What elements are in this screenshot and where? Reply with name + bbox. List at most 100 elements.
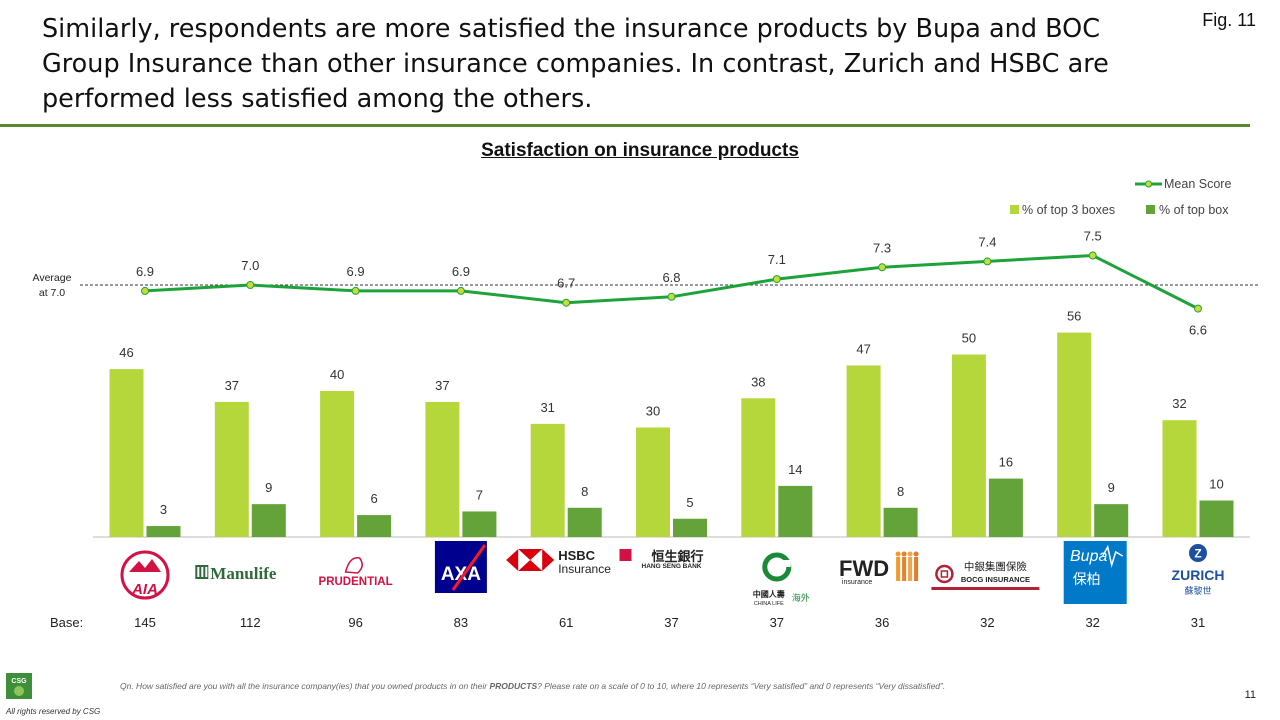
label-top3-4: 31 <box>540 400 554 415</box>
bar-top1-1 <box>251 504 286 537</box>
zurich-z-mark: Z <box>1194 547 1201 561</box>
hsbc-logo-name: HSBC <box>558 548 595 563</box>
label-top3-1: 37 <box>225 378 239 393</box>
label-top1-6: 14 <box>788 462 802 477</box>
slide-headline: Similarly, respondents are more satisfie… <box>42 14 1109 114</box>
mean-label-8: 7.4 <box>978 234 996 249</box>
label-top1-7: 8 <box>897 484 904 499</box>
hsbc-logo-sub: Insurance <box>558 562 611 576</box>
bar-top1-8 <box>988 478 1023 537</box>
mean-label-7: 7.3 <box>873 240 891 255</box>
bar-top3-3 <box>425 401 460 537</box>
title-divider <box>0 124 1250 127</box>
label-top1-4: 8 <box>581 484 588 499</box>
label-top1-10: 10 <box>1209 477 1223 492</box>
label-top3-6: 38 <box>751 374 765 389</box>
mean-point-8 <box>983 257 992 266</box>
base-value-5: 37 <box>664 615 678 630</box>
chart-title: Satisfaction on insurance products <box>481 140 799 161</box>
legend-top3-swatch <box>1010 205 1019 214</box>
bar-top1-5 <box>673 518 707 537</box>
mean-label-2: 6.9 <box>347 264 365 279</box>
label-top3-3: 37 <box>435 378 449 393</box>
china-life-tag: 海外 <box>792 592 810 604</box>
bar-top3-1 <box>214 401 249 537</box>
zurich-logo-cn: 蘇黎世 <box>1184 585 1211 597</box>
china-life-cn: 中國人壽 <box>753 589 785 599</box>
base-value-3: 83 <box>454 615 468 630</box>
label-top3-7: 47 <box>856 341 870 356</box>
bocg-logo-icon: 中銀集團保險 BOCG INSURANCE <box>931 560 1040 590</box>
bar-top1-7 <box>883 507 918 537</box>
prudential-logo-icon: PRUDENTIAL <box>319 557 393 588</box>
page-number: 11 <box>1244 689 1256 701</box>
bar-top1-10 <box>1199 500 1234 537</box>
question-footnote: Qn. How satisfied are you with all the i… <box>120 681 945 691</box>
mean-label-0: 6.9 <box>136 264 154 279</box>
mean-point-6 <box>772 275 781 284</box>
label-top3-0: 46 <box>119 345 133 360</box>
mean-point-7 <box>878 263 887 272</box>
base-value-8: 32 <box>980 615 994 630</box>
base-value-9: 32 <box>1085 615 1099 630</box>
bar-top3-9 <box>1057 332 1092 537</box>
bar-top3-5 <box>636 427 670 537</box>
mean-point-3 <box>456 286 465 295</box>
bar-top3-2 <box>320 391 355 537</box>
average-label-line2: at 7.0 <box>39 287 65 299</box>
mean-label-3: 6.9 <box>452 264 470 279</box>
bocg-en: BOCG INSURANCE <box>961 575 1030 584</box>
footnote-text-bold: PRODUCTS <box>489 681 538 691</box>
legend-top1-label: % of top box <box>1159 203 1229 217</box>
prudential-logo-text: PRUDENTIAL <box>319 576 393 588</box>
label-top3-9: 56 <box>1067 309 1081 324</box>
bar-top1-9 <box>1094 504 1129 537</box>
base-value-4: 61 <box>559 615 573 630</box>
base-value-2: 96 <box>348 615 362 630</box>
base-label: Base: <box>50 615 83 630</box>
label-top3-2: 40 <box>330 367 344 382</box>
bar-top1-4 <box>567 507 602 537</box>
bupa-logo-cn: 保柏 <box>1073 572 1101 588</box>
mean-point-2 <box>351 286 360 295</box>
legend-top3-label: % of top 3 boxes <box>1022 203 1115 217</box>
fwd-logo-sub: insurance <box>842 579 872 586</box>
footnote-text-post: ? Please rate on a scale of 0 to 10, whe… <box>537 681 946 691</box>
base-value-7: 36 <box>875 615 889 630</box>
china-life-logo-icon: 中國人壽 CHINA LIFE 海外 <box>753 552 810 607</box>
legend-top1-swatch <box>1146 205 1155 214</box>
legend-line-marker <box>1145 180 1152 188</box>
bupa-logo-text: Bupa <box>1070 548 1107 565</box>
label-top1-3: 7 <box>476 487 483 502</box>
bar-top1-2 <box>357 515 392 537</box>
average-label-line1: Average <box>33 272 72 284</box>
label-top1-2: 6 <box>370 491 377 506</box>
hang-seng-cn: 恒生銀行 <box>651 549 703 565</box>
csg-logo: CSG <box>6 673 32 699</box>
fwd-logo-text: FWD <box>839 556 889 581</box>
base-value-1: 112 <box>240 615 261 630</box>
bar-top3-4 <box>530 423 565 537</box>
zurich-logo-text: ZURICH <box>1172 567 1225 583</box>
base-value-10: 31 <box>1191 615 1205 630</box>
csg-logo-text: CSG <box>11 678 27 685</box>
axa-logo-text: AXA <box>441 564 481 585</box>
figure-label: Fig. 11 <box>1202 10 1256 30</box>
mean-label-5: 6.8 <box>662 270 680 285</box>
chart-title-wrap: Satisfaction on insurance products <box>0 140 1280 162</box>
footnote-text-pre: Qn. How satisfied are you with all the i… <box>120 681 490 691</box>
mean-label-4: 6.7 <box>557 276 575 291</box>
mean-point-0 <box>141 286 149 295</box>
bocg-cn: 中銀集團保險 <box>964 560 1027 573</box>
label-top1-5: 5 <box>686 495 693 510</box>
mean-label-1: 7.0 <box>241 258 259 273</box>
copyright-note: All rights reserved by CSG <box>6 707 101 716</box>
manulife-logo-icon: Manulife <box>195 564 277 583</box>
label-top3-5: 30 <box>646 404 660 419</box>
label-top1-9: 9 <box>1108 480 1115 495</box>
mean-point-4 <box>562 298 571 307</box>
mean-point-1 <box>246 281 255 289</box>
